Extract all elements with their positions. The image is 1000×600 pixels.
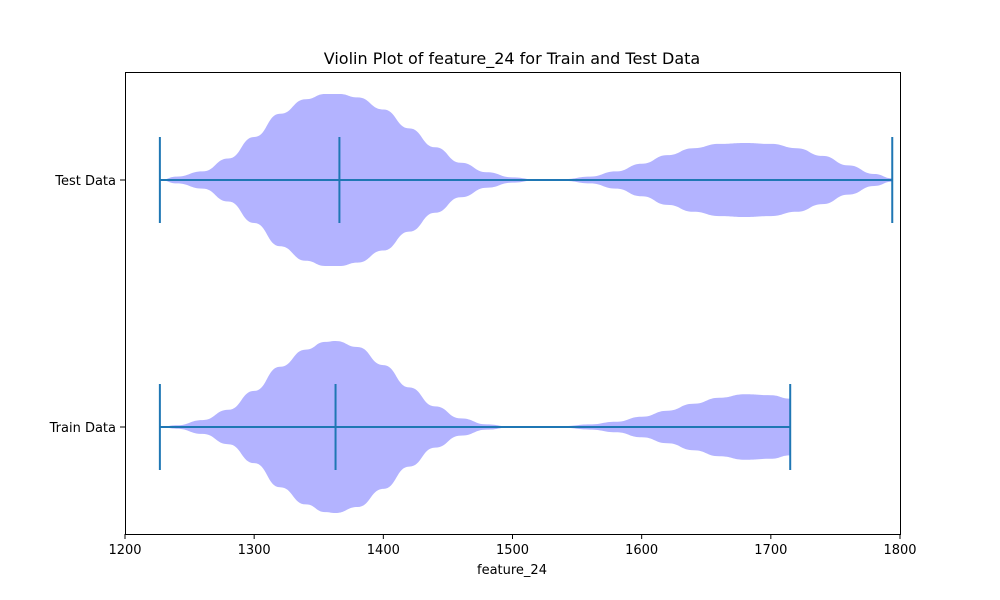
x-tick-label-1800: 1800 [883,543,916,558]
y-tick-label-test-data: Test Data [54,174,116,189]
chart-title: Violin Plot of feature_24 for Train and … [324,49,700,69]
x-tick-label-1500: 1500 [496,543,529,558]
x-tick-label-1400: 1400 [367,543,400,558]
plot-area [158,94,894,513]
x-tick-label-1300: 1300 [238,543,271,558]
x-tick-label-1200: 1200 [108,543,141,558]
x-axis-ticks: 1200 1300 1400 1500 1600 1700 1800 [108,534,917,558]
plot-frame [125,72,901,535]
x-tick-label-1700: 1700 [754,543,787,558]
y-tick-label-train-data: Train Data [49,421,116,436]
x-tick-label-1600: 1600 [625,543,658,558]
y-axis-categories: Test Data Train Data [49,174,125,436]
x-axis-title: feature_24 [477,563,547,578]
